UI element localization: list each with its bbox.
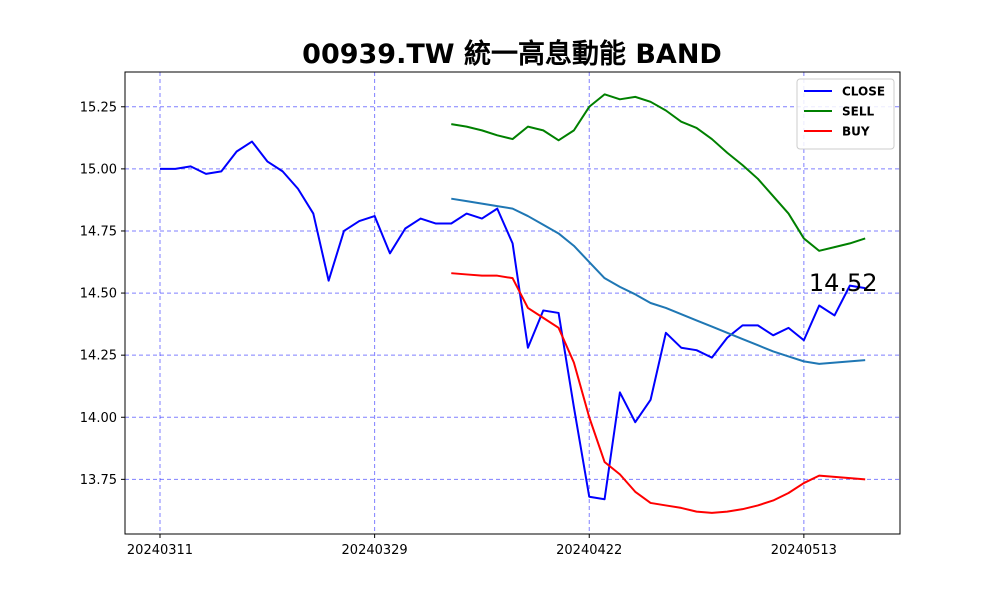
y-axis: 13.75 14.00 14.25 14.50 14.75 15.00 15.25: [80, 100, 125, 488]
series-line-close: [160, 140, 866, 501]
series-line-buy: [451, 272, 866, 514]
y-tick-label: 13.75: [80, 473, 117, 488]
last-close-annotation: 14.52: [809, 269, 878, 297]
series-layer: [160, 93, 866, 514]
series-line-band-mid: [451, 197, 866, 365]
x-tick-label: 20240422: [556, 543, 622, 558]
x-axis: 20240311 20240329 20240422 20240513: [127, 534, 837, 558]
y-tick-label: 14.25: [80, 349, 117, 364]
legend-label: SELL: [842, 105, 874, 119]
legend-label: BUY: [842, 125, 870, 139]
legend-label: CLOSE: [842, 85, 885, 99]
plot-area-frame: [124, 71, 901, 535]
grid: [125, 72, 900, 534]
x-tick-label: 20240329: [342, 543, 408, 558]
y-tick-label: 15.25: [80, 100, 117, 115]
y-tick-label: 14.00: [80, 411, 117, 426]
y-tick-label: 15.00: [80, 162, 117, 177]
y-tick-label: 14.75: [80, 224, 117, 239]
series-line-sell: [451, 93, 866, 252]
legend: CLOSE SELL BUY: [796, 78, 895, 150]
chart-title: 00939.TW 統一高息動能 BAND: [302, 38, 722, 70]
x-tick-label: 20240513: [771, 543, 837, 558]
x-tick-label: 20240311: [127, 543, 193, 558]
y-tick-label: 14.50: [80, 287, 117, 302]
